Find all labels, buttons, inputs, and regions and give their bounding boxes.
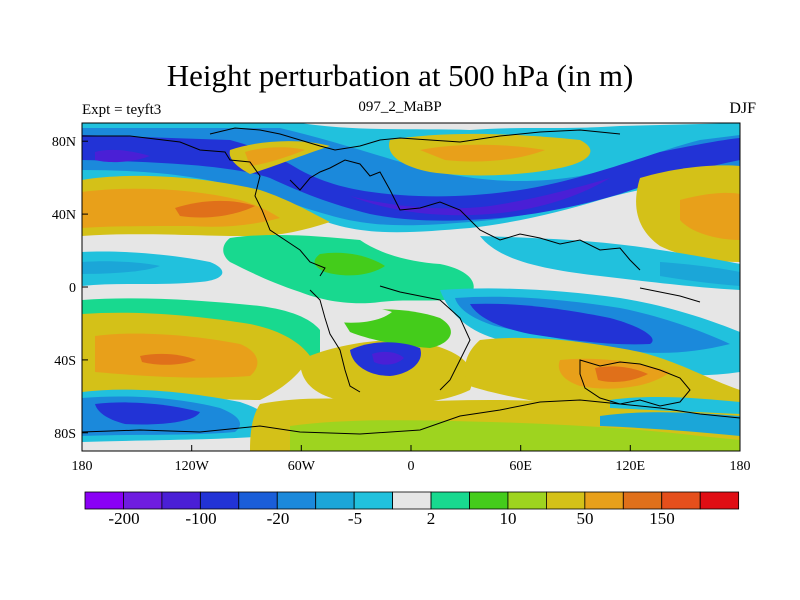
colorbar-swatch [353, 491, 393, 510]
colorbar-tick-label: 10 [500, 509, 517, 528]
experiment-label: Expt = teyft3 [82, 102, 162, 118]
contour-region [330, 307, 392, 323]
contour-region [290, 420, 740, 451]
contour-region [420, 144, 545, 162]
contour-region [470, 303, 653, 345]
colorbar-swatch [546, 491, 586, 510]
colorbar-swatch [622, 491, 663, 510]
colorbar-tick-label: -5 [348, 509, 362, 528]
continent-outlines [82, 127, 740, 435]
contour-region [140, 353, 196, 365]
colorbar-swatch [123, 491, 163, 510]
contour-region [82, 261, 160, 274]
colorbar-labels: -200 -100 -20 -5 2 10 50 150 [108, 509, 674, 528]
contour-region [595, 366, 648, 382]
season-label: DJF [729, 100, 756, 117]
colorbar-swatch [199, 491, 240, 510]
colorbar-tick-label: -200 [108, 509, 139, 528]
colorbar-swatch [315, 491, 355, 510]
contour-region [95, 149, 150, 163]
colorbar-swatch [469, 491, 509, 510]
lon-tick-label: 180 [72, 459, 93, 474]
colorbar-swatch [238, 491, 278, 510]
lon-tick-label: 180 [730, 459, 751, 474]
colorbar-tick-label: -100 [185, 509, 216, 528]
lon-tick-label: 120E [616, 459, 646, 474]
contour-region [680, 192, 740, 240]
lat-tick-label: 40S [54, 354, 76, 369]
colorbar-swatch [584, 491, 624, 510]
colorbar-swatch [507, 491, 547, 510]
colorbar-swatch [276, 491, 317, 510]
lat-tick-label: 80S [54, 427, 76, 442]
colorbar-swatch [699, 491, 740, 510]
contour-region [95, 402, 200, 425]
map-title: Height perturbation at 500 hPa (in m) [166, 58, 634, 93]
contour-region [175, 200, 255, 218]
colorbar-swatch [84, 491, 124, 510]
contour-region [314, 252, 385, 276]
lat-tick-label: 40N [52, 208, 76, 223]
lat-tick-label: 0 [69, 281, 76, 296]
lon-tick-label: 120W [175, 459, 210, 474]
contour-region [660, 262, 740, 286]
colorbar-tick-label: 2 [427, 509, 436, 528]
colorbar-swatch [161, 491, 201, 510]
lat-tick-label: 80N [52, 135, 76, 150]
contour-region [372, 351, 404, 365]
colorbar [84, 491, 740, 510]
colorbar-tick-label: -20 [267, 509, 290, 528]
lon-tick-label: 60W [288, 459, 316, 474]
colorbar-swatch [661, 491, 701, 510]
contour-region [350, 178, 610, 216]
lon-tick-label: 0 [408, 459, 415, 474]
colorbar-swatch [430, 491, 470, 510]
colorbar-swatch [392, 491, 432, 510]
contour-region [82, 251, 223, 286]
map-ticks [81, 140, 741, 451]
colorbar-tick-label: 150 [649, 509, 675, 528]
run-label: 097_2_MaBP [358, 99, 442, 115]
lon-tick-label: 60E [509, 459, 532, 474]
contour-region [245, 147, 305, 166]
colorbar-tick-label: 50 [577, 509, 594, 528]
contour-region [600, 412, 740, 436]
